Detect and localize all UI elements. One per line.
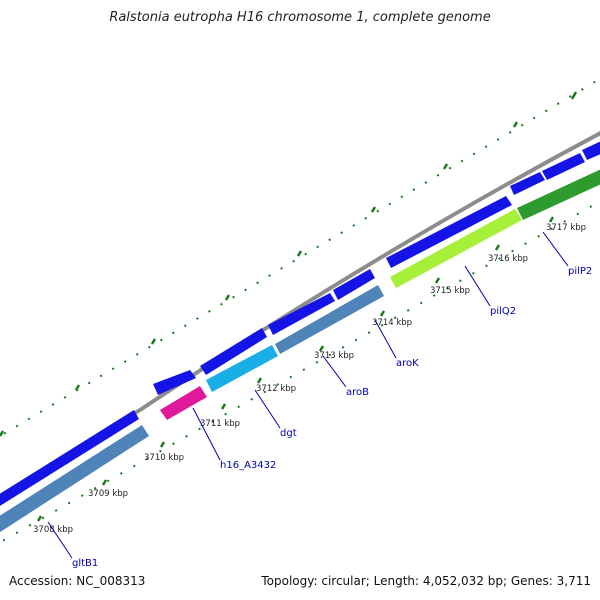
gene-label-aroB[interactable]: aroB [346, 387, 369, 398]
map-title: Ralstonia eutropha H16 chromosome 1, com… [109, 10, 491, 25]
gene-forward-pilN [542, 153, 585, 180]
gene-forward-aroB [268, 293, 335, 335]
gene-label-leaders [47, 231, 569, 559]
accession-text: Accession: NC_008313 [9, 574, 146, 588]
gene-label-h16_A3432[interactable]: h16_A3432 [220, 460, 276, 471]
gene-forward-pilP2 [510, 172, 545, 195]
gene-label-aroK[interactable]: aroK [396, 358, 419, 369]
gene-reverse-gltB1 [0, 425, 149, 533]
gene-forward-gltB1 [0, 410, 139, 506]
gene-reverse-h16_A3432 [160, 386, 207, 420]
gene-forward-dgt [200, 328, 267, 375]
major-ticks-outer [0, 91, 578, 437]
gene-label-pilQ2[interactable]: pilQ2 [490, 306, 516, 317]
gene-label-pilP2[interactable]: pilP2 [568, 266, 592, 277]
gene-reverse-pilQ2 [390, 209, 522, 288]
scale-labels: 3708 kbp 3709 kbp 3710 kbp 3711 kbp 3712… [33, 223, 586, 535]
scale-label-3710: 3710 kbp [144, 453, 184, 463]
scale-label-3714: 3714 kbp [372, 318, 412, 328]
topology-text: Topology: circular; Length: 4,052,032 bp… [261, 574, 591, 588]
gene-reverse-aroB [275, 285, 384, 354]
forward-strand-genes [0, 141, 600, 506]
gene-forward-pilM [582, 141, 600, 160]
gene-forward-pilQ2 [386, 196, 512, 268]
scale-label-3715: 3715 kbp [430, 286, 470, 296]
scale-label-3709: 3709 kbp [88, 489, 128, 499]
minor-ticks-inner [0, 200, 600, 544]
gene-labels: gltB1 h16_A3432 dgt aroB aroK pilQ2 pilP… [72, 266, 592, 569]
gene-reverse-dgt [206, 345, 278, 392]
scale-label-3712: 3712 kbp [256, 384, 296, 394]
major-ticks-inner [36, 216, 555, 522]
reverse-strand-genes [0, 169, 600, 533]
gene-forward-h16_A3432 [153, 370, 196, 395]
gene-label-gltB1[interactable]: gltB1 [72, 558, 98, 569]
scale-label-3711: 3711 kbp [200, 419, 240, 429]
gene-label-dgt[interactable]: dgt [280, 428, 297, 439]
scale-label-3716: 3716 kbp [488, 254, 528, 264]
scale-label-3717: 3717 kbp [546, 223, 586, 233]
gene-reverse-pilP2 [517, 169, 600, 220]
scale-label-3713: 3713 kbp [314, 351, 354, 361]
gene-forward-aroK [333, 269, 375, 300]
